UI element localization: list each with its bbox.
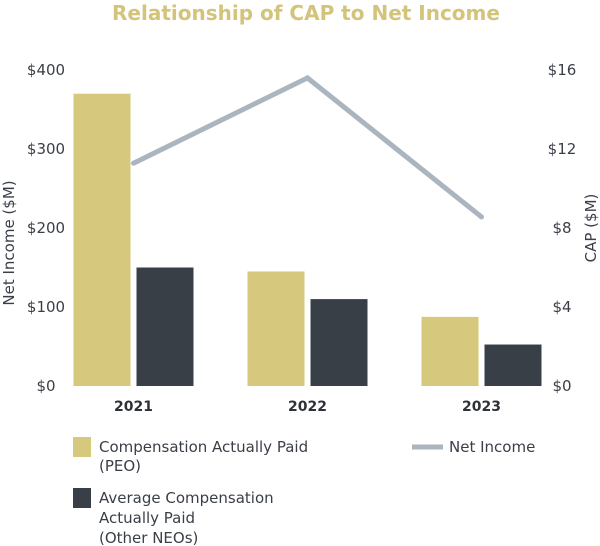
legend: Compensation Actually Paid (PEO) Average… (73, 437, 535, 546)
right-tick-label: $4 (552, 298, 571, 316)
y-axis-label-left: Net Income ($M) (0, 180, 18, 305)
chart-title: Relationship of CAP to Net Income (112, 1, 500, 25)
left-tick-label: $100 (27, 298, 65, 316)
legend-label-net-income: Net Income (449, 438, 535, 456)
right-tick-label: $16 (548, 61, 577, 79)
legend-swatch-other-neos (73, 488, 91, 508)
right-axis-ticks: $0 $4 $8 $12 $16 (548, 61, 577, 395)
bar-other-neos-2022 (310, 299, 368, 386)
bar-other-neos-2023 (484, 344, 542, 386)
left-tick-label: $0 (36, 377, 55, 395)
bar-other-neos-2021 (136, 267, 194, 386)
left-tick-label: $400 (27, 61, 65, 79)
legend-label-peo: Compensation Actually Paid (PEO) (99, 438, 313, 475)
y-axis-label-right: CAP ($M) (582, 194, 600, 263)
net-income-line (132, 74, 484, 219)
bar-peo-2022 (247, 271, 305, 386)
left-axis-ticks: $0 $100 $200 $300 $400 (27, 61, 65, 395)
net-income-point-2022 (305, 75, 310, 81)
category-label-2022: 2022 (288, 399, 327, 415)
right-tick-label: $0 (552, 377, 571, 395)
legend-label-other-neos: Average Compensation Actually Paid (Othe… (99, 489, 278, 546)
bars (73, 93, 542, 386)
right-tick-label: $8 (552, 219, 571, 237)
bar-peo-2021 (73, 93, 131, 386)
left-tick-label: $300 (27, 140, 65, 158)
legend-swatch-peo (73, 437, 91, 457)
net-income-point-2021 (131, 160, 136, 166)
left-tick-label: $200 (27, 219, 65, 237)
right-tick-label: $12 (548, 140, 577, 158)
category-label-2021: 2021 (114, 399, 153, 415)
net-income-line-layer (131, 74, 484, 220)
net-income-point-2023 (479, 214, 484, 220)
category-label-2023: 2023 (462, 399, 501, 415)
category-labels: 2021 2022 2023 (114, 399, 501, 415)
bar-peo-2023 (421, 316, 479, 386)
